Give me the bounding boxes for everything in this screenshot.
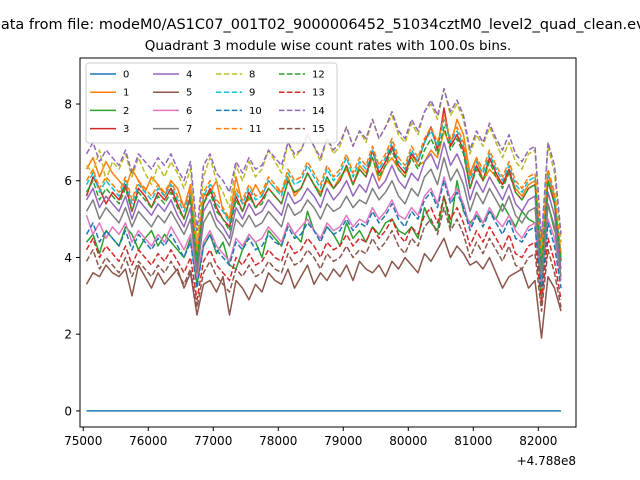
x-axis: 75000 76000 77000 78000 79000 80000 81000 82000: [64, 427, 557, 448]
legend-label-8: 8: [249, 70, 255, 81]
legend-label-4: 4: [186, 70, 192, 81]
x-tick-label: 78000: [259, 434, 297, 448]
x-tick-label: 75000: [64, 434, 102, 448]
legend-label-14: 14: [312, 106, 325, 117]
series-line-12: [85, 126, 562, 266]
y-tick-label: 4: [64, 251, 72, 265]
figure-suptitle: Data from file: modeM0/AS1C07_001T02_900…: [0, 17, 640, 33]
y-tick-label: 2: [64, 328, 72, 342]
x-tick-label: 80000: [389, 434, 427, 448]
series-line-10: [85, 179, 562, 293]
series-line-5: [85, 237, 562, 339]
legend-label-6: 6: [186, 106, 192, 117]
axes-frame: [79, 57, 577, 428]
series-line-11: [85, 114, 562, 259]
legend-label-1: 1: [123, 88, 129, 99]
series-line-4: [85, 141, 562, 274]
chart-title: Quadrant 3 module wise count rates with …: [145, 38, 511, 54]
legend-label-5: 5: [186, 88, 192, 99]
series-line-9: [85, 118, 562, 263]
legend-label-11: 11: [249, 124, 262, 135]
x-tick-label: 79000: [324, 434, 362, 448]
legend-label-2: 2: [123, 106, 129, 117]
legend-label-7: 7: [186, 124, 192, 135]
legend-label-0: 0: [123, 70, 129, 81]
series-line-14: [85, 87, 562, 240]
x-tick-label: 76000: [129, 434, 167, 448]
x-tick-label: 82000: [519, 434, 557, 448]
series-line-7: [85, 156, 562, 282]
y-axis: 0 2 4 6 8: [64, 98, 80, 418]
series-layer: [85, 87, 562, 412]
legend-label-15: 15: [312, 124, 325, 135]
legend-label-12: 12: [312, 70, 325, 81]
y-tick-label: 0: [64, 404, 72, 418]
y-tick-label: 8: [64, 98, 72, 112]
series-line-15: [85, 206, 562, 312]
legend-label-9: 9: [249, 88, 255, 99]
y-tick-label: 6: [64, 174, 72, 188]
legend-label-3: 3: [123, 124, 129, 135]
x-tick-label: 77000: [194, 434, 232, 448]
series-line-6: [85, 176, 562, 289]
x-offset-label: +4.788e8: [517, 454, 576, 468]
x-tick-label: 81000: [454, 434, 492, 448]
legend-label-10: 10: [249, 106, 262, 117]
legend-box: [85, 62, 338, 144]
legend-label-13: 13: [312, 88, 325, 99]
